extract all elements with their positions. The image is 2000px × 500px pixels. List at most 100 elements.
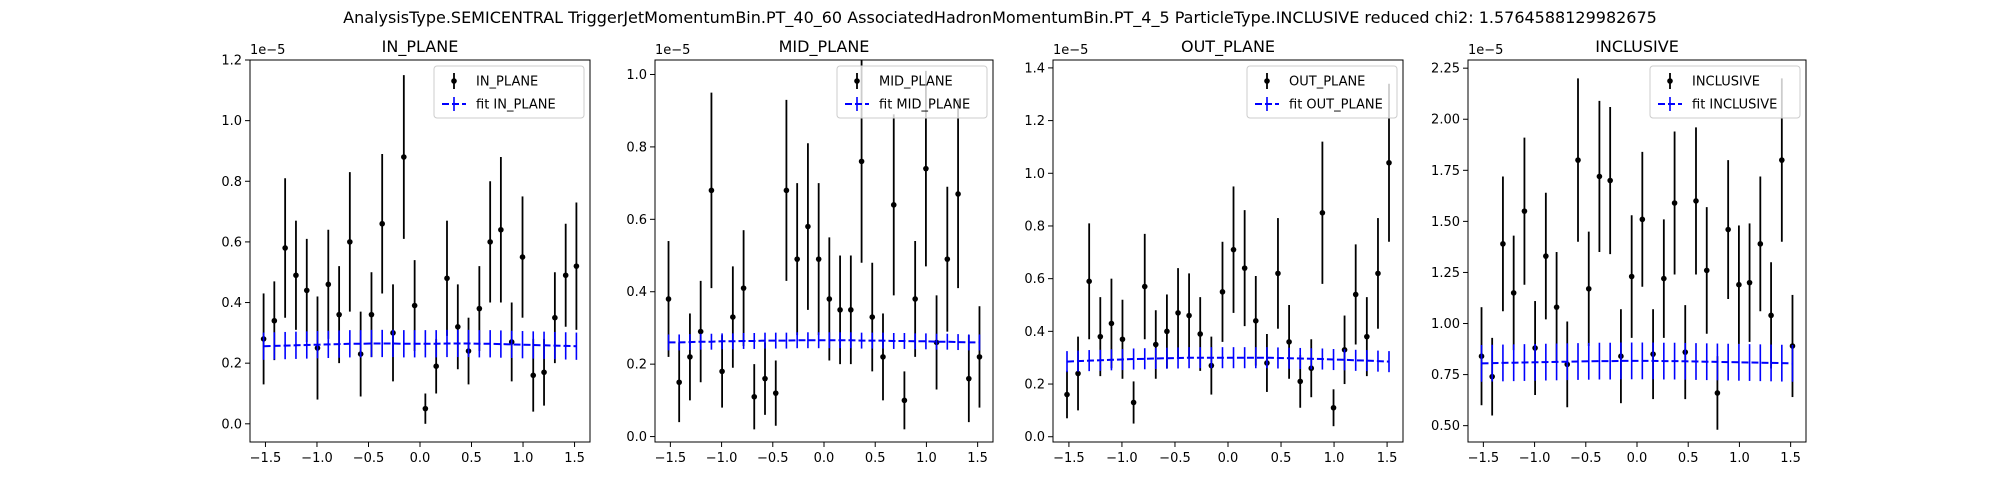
x-tick-label: 1.5: [967, 451, 988, 466]
x-tick-label: −1.0: [706, 451, 738, 466]
data-point: [944, 256, 951, 262]
data-point: [858, 158, 865, 165]
legend-label: fit IN_PLANE: [476, 98, 556, 113]
y-tick-label: 1.50: [1431, 215, 1460, 230]
y-tick-label: 1.75: [1431, 164, 1460, 179]
x-tick-label: −0.5: [353, 451, 385, 466]
data-point: [1152, 341, 1159, 348]
y-tick-label: 0.4: [1024, 325, 1045, 340]
y-tick-label: 0.0: [1024, 430, 1045, 445]
y-tick-label: 0.0: [221, 417, 242, 432]
axes-frame: [654, 59, 994, 443]
legend-label: OUT_PLANE: [1289, 75, 1365, 90]
x-tick-label: −1.5: [1053, 451, 1085, 466]
legend-box: [836, 65, 988, 119]
legend-label: MID_PLANE: [879, 75, 953, 90]
data-point: [1521, 208, 1528, 214]
data-point: [740, 285, 747, 291]
panel-title: OUT_PLANE: [1181, 37, 1275, 57]
offset-label: 1e−5: [1053, 43, 1088, 58]
data-point: [1330, 404, 1337, 411]
y-tick-label: 0.4: [626, 285, 647, 300]
data-point: [1141, 283, 1148, 290]
x-tick-label: −1.0: [301, 451, 333, 466]
chart-panel-2: MID_PLANE 1e−5 −1.5 −1.0 −0.5 0.0 0.5 1.0 1.5 0.0…: [626, 37, 994, 466]
data-point: [687, 354, 693, 360]
data-point: [1714, 390, 1721, 396]
x-tick-label: −1.0: [1106, 451, 1138, 466]
data-point: [1757, 241, 1764, 247]
data-point: [1297, 378, 1304, 385]
legend-label: fit INCLUSIVE: [1692, 98, 1777, 113]
data-point: [772, 390, 779, 396]
data-point: [1097, 333, 1104, 340]
data-point: [762, 375, 768, 382]
data-point: [455, 323, 461, 330]
data-point: [422, 405, 429, 412]
figure-suptitle: AnalysisType.SEMICENTRAL TriggerJetMomen…: [343, 8, 1657, 27]
y-tick-label: 0.8: [221, 175, 242, 190]
data-point: [719, 368, 725, 375]
data-point: [826, 296, 833, 302]
data-point: [530, 372, 537, 379]
data-point: [519, 254, 526, 260]
x-tick-label: −1.5: [655, 451, 687, 466]
x-tick-label: 1.5: [1377, 451, 1398, 466]
data-point: [805, 223, 811, 230]
data-point: [411, 302, 418, 309]
y-tick-label: 0.8: [626, 140, 647, 155]
data-point: [1075, 370, 1081, 377]
data-point: [271, 317, 278, 324]
panel-title: INCLUSIVE: [1595, 37, 1679, 56]
panel-title: IN_PLANE: [382, 37, 459, 57]
data-point: [815, 256, 822, 262]
data-point: [1375, 270, 1381, 277]
legend-data-marker: [451, 78, 457, 84]
y-tick-label: 2.00: [1431, 113, 1460, 128]
legend-box: [1246, 65, 1398, 119]
x-tick-label: 1.0: [513, 451, 534, 466]
data-point: [1219, 289, 1226, 295]
x-tick-label: 0.0: [410, 451, 431, 466]
y-tick-label: 2.25: [1431, 62, 1460, 77]
data-point: [1500, 241, 1506, 247]
offset-label: 1e−5: [655, 43, 690, 58]
data-point: [1275, 270, 1281, 277]
y-tick-label: 1.4: [1024, 61, 1045, 76]
legend-box: [433, 65, 585, 119]
x-tick-label: 0.5: [865, 451, 886, 466]
x-tick-label: 1.0: [1729, 451, 1750, 466]
y-tick-label: 0.2: [1024, 378, 1045, 393]
data-point: [676, 379, 682, 386]
data-point: [541, 369, 547, 376]
data-point: [573, 263, 580, 269]
data-point: [1725, 226, 1731, 233]
data-point: [1252, 318, 1259, 324]
chart-panel-3: OUT_PLANE 1e−5 −1.5 −1.0 −0.5 0.0 0.5 1.0 1.5 0.0…: [1024, 37, 1404, 466]
y-tick-label: 0.6: [626, 213, 647, 228]
data-point: [966, 375, 972, 382]
data-point: [347, 239, 353, 245]
data-point: [1108, 320, 1115, 327]
y-tick-label: 0.8: [1024, 219, 1045, 234]
x-tick-label: 0.5: [1678, 451, 1699, 466]
data-point: [368, 311, 375, 318]
data-point: [293, 272, 299, 279]
data-point: [433, 363, 439, 370]
y-tick-label: 0.6: [1024, 272, 1045, 287]
fit-line: [263, 342, 577, 348]
y-tick-label: 1.0: [1024, 167, 1045, 182]
data-point: [1164, 328, 1170, 335]
data-point: [912, 296, 918, 302]
data-point: [1736, 281, 1742, 288]
data-point: [1352, 291, 1359, 298]
data-point: [1671, 200, 1678, 206]
x-tick-label: 0.5: [1271, 451, 1292, 466]
x-tick-label: −1.5: [1468, 451, 1500, 466]
y-tick-label: 0.0: [626, 430, 647, 445]
data-point: [1130, 399, 1137, 406]
axes-frame: [1467, 59, 1807, 443]
data-point: [794, 256, 800, 262]
